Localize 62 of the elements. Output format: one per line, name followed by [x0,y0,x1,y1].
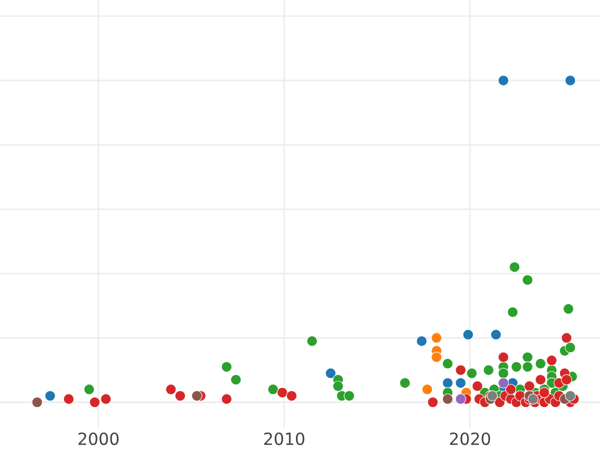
point [561,332,572,344]
point [221,394,232,404]
point [442,358,454,370]
point [400,378,410,388]
point [230,374,242,386]
point [221,361,232,372]
point [332,380,344,392]
point [466,368,478,379]
point [561,374,572,386]
point [286,390,298,402]
point [524,380,535,392]
point [490,329,502,340]
point [564,75,576,86]
point [44,390,56,402]
point [564,390,576,402]
x-tick-label: 2010 [264,432,304,446]
point [535,358,546,370]
point [89,396,100,408]
point [483,364,494,376]
point [422,384,433,395]
x-tick-label: 2000 [78,432,119,446]
point [462,329,474,340]
point [522,352,533,363]
point [431,332,442,344]
point [507,306,518,318]
point [442,394,454,404]
point [498,378,509,388]
point [528,394,539,404]
point [416,336,428,347]
point [546,354,558,366]
point [174,390,186,402]
point [562,304,574,314]
point [165,384,176,395]
point [325,368,336,379]
point [564,342,576,353]
point [427,396,438,408]
point [455,378,466,388]
point [306,336,318,347]
point [32,396,43,408]
point [522,274,533,286]
point [442,378,454,388]
point [431,352,442,363]
point [455,364,466,376]
x-tick-label: 2020 [450,432,490,446]
point [535,374,546,386]
point [276,387,288,398]
point [84,384,95,395]
point [268,384,278,395]
point [498,352,509,363]
point [505,384,516,395]
point [510,361,522,372]
point [498,368,509,379]
point [63,394,74,404]
point [538,387,550,398]
point [191,390,202,402]
point [522,361,533,372]
point [509,262,520,273]
point [498,75,509,86]
point [344,390,355,402]
point [455,394,466,404]
point [100,394,112,404]
point [472,380,483,392]
